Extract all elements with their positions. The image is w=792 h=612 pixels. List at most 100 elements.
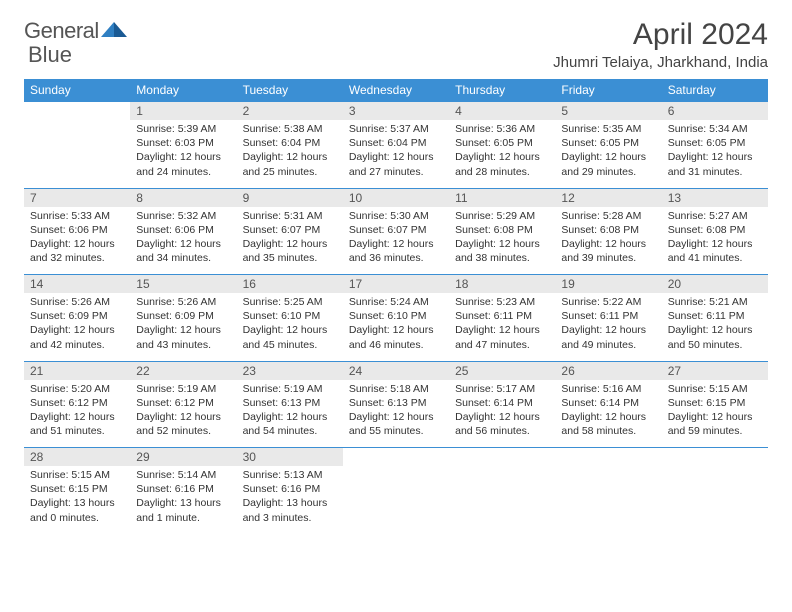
day-detail: Sunrise: 5:33 AMSunset: 6:06 PMDaylight:… <box>24 207 130 272</box>
day-number: 26 <box>555 361 661 380</box>
day-detail: Sunrise: 5:35 AMSunset: 6:05 PMDaylight:… <box>555 120 661 185</box>
logo-word2: Blue <box>28 42 72 68</box>
header: General April 2024 Jhumri Telaiya, Jhark… <box>24 18 768 71</box>
day-detail-row: Sunrise: 5:26 AMSunset: 6:09 PMDaylight:… <box>24 293 768 361</box>
day-number: 9 <box>237 188 343 207</box>
day-detail: Sunrise: 5:16 AMSunset: 6:14 PMDaylight:… <box>555 380 661 445</box>
day-cell: Sunrise: 5:15 AMSunset: 6:15 PMDaylight:… <box>24 466 130 534</box>
weekday-header: Friday <box>555 79 661 102</box>
day-cell <box>343 466 449 534</box>
day-number: 10 <box>343 188 449 207</box>
day-detail: Sunrise: 5:37 AMSunset: 6:04 PMDaylight:… <box>343 120 449 185</box>
day-cell: Sunrise: 5:17 AMSunset: 6:14 PMDaylight:… <box>449 380 555 448</box>
day-number: 30 <box>237 448 343 467</box>
weekday-header: Tuesday <box>237 79 343 102</box>
day-cell: Sunrise: 5:25 AMSunset: 6:10 PMDaylight:… <box>237 293 343 361</box>
day-cell: Sunrise: 5:39 AMSunset: 6:03 PMDaylight:… <box>130 120 236 188</box>
day-cell: Sunrise: 5:34 AMSunset: 6:05 PMDaylight:… <box>662 120 768 188</box>
day-number: 27 <box>662 361 768 380</box>
day-cell: Sunrise: 5:15 AMSunset: 6:15 PMDaylight:… <box>662 380 768 448</box>
day-number: 16 <box>237 275 343 294</box>
day-detail: Sunrise: 5:29 AMSunset: 6:08 PMDaylight:… <box>449 207 555 272</box>
day-detail-row: Sunrise: 5:20 AMSunset: 6:12 PMDaylight:… <box>24 380 768 448</box>
day-detail: Sunrise: 5:14 AMSunset: 6:16 PMDaylight:… <box>130 466 236 531</box>
day-cell: Sunrise: 5:38 AMSunset: 6:04 PMDaylight:… <box>237 120 343 188</box>
day-cell: Sunrise: 5:29 AMSunset: 6:08 PMDaylight:… <box>449 207 555 275</box>
day-number: 6 <box>662 102 768 121</box>
day-detail: Sunrise: 5:15 AMSunset: 6:15 PMDaylight:… <box>24 466 130 531</box>
day-cell: Sunrise: 5:19 AMSunset: 6:12 PMDaylight:… <box>130 380 236 448</box>
day-number <box>24 102 130 121</box>
day-detail: Sunrise: 5:28 AMSunset: 6:08 PMDaylight:… <box>555 207 661 272</box>
day-detail: Sunrise: 5:23 AMSunset: 6:11 PMDaylight:… <box>449 293 555 358</box>
day-detail: Sunrise: 5:38 AMSunset: 6:04 PMDaylight:… <box>237 120 343 185</box>
day-detail: Sunrise: 5:20 AMSunset: 6:12 PMDaylight:… <box>24 380 130 445</box>
title-block: April 2024 Jhumri Telaiya, Jharkhand, In… <box>553 18 768 71</box>
day-detail: Sunrise: 5:21 AMSunset: 6:11 PMDaylight:… <box>662 293 768 358</box>
day-detail-row: Sunrise: 5:15 AMSunset: 6:15 PMDaylight:… <box>24 466 768 534</box>
location: Jhumri Telaiya, Jharkhand, India <box>553 54 768 71</box>
day-detail: Sunrise: 5:24 AMSunset: 6:10 PMDaylight:… <box>343 293 449 358</box>
day-number: 12 <box>555 188 661 207</box>
day-number: 17 <box>343 275 449 294</box>
day-number <box>343 448 449 467</box>
day-number: 1 <box>130 102 236 121</box>
day-number <box>449 448 555 467</box>
day-cell: Sunrise: 5:37 AMSunset: 6:04 PMDaylight:… <box>343 120 449 188</box>
day-number: 24 <box>343 361 449 380</box>
day-number <box>555 448 661 467</box>
day-detail: Sunrise: 5:13 AMSunset: 6:16 PMDaylight:… <box>237 466 343 531</box>
day-detail-row: Sunrise: 5:39 AMSunset: 6:03 PMDaylight:… <box>24 120 768 188</box>
day-cell: Sunrise: 5:14 AMSunset: 6:16 PMDaylight:… <box>130 466 236 534</box>
day-detail: Sunrise: 5:34 AMSunset: 6:05 PMDaylight:… <box>662 120 768 185</box>
day-number: 28 <box>24 448 130 467</box>
day-number: 22 <box>130 361 236 380</box>
day-cell: Sunrise: 5:24 AMSunset: 6:10 PMDaylight:… <box>343 293 449 361</box>
day-number: 3 <box>343 102 449 121</box>
day-number-row: 14151617181920 <box>24 275 768 294</box>
day-number-row: 123456 <box>24 102 768 121</box>
day-cell: Sunrise: 5:36 AMSunset: 6:05 PMDaylight:… <box>449 120 555 188</box>
day-number: 19 <box>555 275 661 294</box>
day-number: 21 <box>24 361 130 380</box>
day-cell: Sunrise: 5:13 AMSunset: 6:16 PMDaylight:… <box>237 466 343 534</box>
day-cell: Sunrise: 5:21 AMSunset: 6:11 PMDaylight:… <box>662 293 768 361</box>
day-detail: Sunrise: 5:19 AMSunset: 6:12 PMDaylight:… <box>130 380 236 445</box>
day-number: 13 <box>662 188 768 207</box>
day-number: 14 <box>24 275 130 294</box>
day-number <box>662 448 768 467</box>
day-number: 11 <box>449 188 555 207</box>
day-detail: Sunrise: 5:25 AMSunset: 6:10 PMDaylight:… <box>237 293 343 358</box>
day-detail: Sunrise: 5:18 AMSunset: 6:13 PMDaylight:… <box>343 380 449 445</box>
day-detail: Sunrise: 5:27 AMSunset: 6:08 PMDaylight:… <box>662 207 768 272</box>
day-cell: Sunrise: 5:19 AMSunset: 6:13 PMDaylight:… <box>237 380 343 448</box>
day-number-row: 282930 <box>24 448 768 467</box>
day-detail: Sunrise: 5:30 AMSunset: 6:07 PMDaylight:… <box>343 207 449 272</box>
day-number: 5 <box>555 102 661 121</box>
day-cell: Sunrise: 5:20 AMSunset: 6:12 PMDaylight:… <box>24 380 130 448</box>
day-detail: Sunrise: 5:26 AMSunset: 6:09 PMDaylight:… <box>24 293 130 358</box>
day-number: 4 <box>449 102 555 121</box>
day-number-row: 78910111213 <box>24 188 768 207</box>
day-cell: Sunrise: 5:22 AMSunset: 6:11 PMDaylight:… <box>555 293 661 361</box>
day-cell: Sunrise: 5:33 AMSunset: 6:06 PMDaylight:… <box>24 207 130 275</box>
weekday-header: Wednesday <box>343 79 449 102</box>
day-cell: Sunrise: 5:18 AMSunset: 6:13 PMDaylight:… <box>343 380 449 448</box>
logo-triangle-icon <box>101 19 127 44</box>
day-number: 18 <box>449 275 555 294</box>
day-number: 2 <box>237 102 343 121</box>
day-detail: Sunrise: 5:19 AMSunset: 6:13 PMDaylight:… <box>237 380 343 445</box>
day-cell: Sunrise: 5:28 AMSunset: 6:08 PMDaylight:… <box>555 207 661 275</box>
day-detail: Sunrise: 5:26 AMSunset: 6:09 PMDaylight:… <box>130 293 236 358</box>
day-detail: Sunrise: 5:17 AMSunset: 6:14 PMDaylight:… <box>449 380 555 445</box>
day-cell <box>555 466 661 534</box>
day-detail-row: Sunrise: 5:33 AMSunset: 6:06 PMDaylight:… <box>24 207 768 275</box>
day-detail: Sunrise: 5:32 AMSunset: 6:06 PMDaylight:… <box>130 207 236 272</box>
day-cell: Sunrise: 5:26 AMSunset: 6:09 PMDaylight:… <box>130 293 236 361</box>
day-cell <box>662 466 768 534</box>
weekday-header: Sunday <box>24 79 130 102</box>
day-cell <box>24 120 130 188</box>
day-cell: Sunrise: 5:32 AMSunset: 6:06 PMDaylight:… <box>130 207 236 275</box>
logo: General <box>24 18 129 44</box>
calendar-table: SundayMondayTuesdayWednesdayThursdayFrid… <box>24 79 768 534</box>
